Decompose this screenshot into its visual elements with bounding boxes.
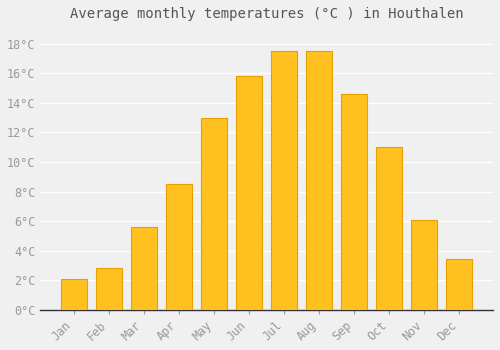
- Title: Average monthly temperatures (°C ) in Houthalen: Average monthly temperatures (°C ) in Ho…: [70, 7, 464, 21]
- Bar: [411, 219, 438, 310]
- Bar: [166, 184, 192, 310]
- Bar: [446, 259, 472, 310]
- Bar: [306, 51, 332, 310]
- Bar: [376, 147, 402, 310]
- Bar: [236, 76, 262, 310]
- Bar: [271, 51, 297, 310]
- Bar: [61, 279, 87, 310]
- Bar: [341, 94, 367, 310]
- Bar: [201, 118, 228, 310]
- Bar: [131, 227, 157, 310]
- Bar: [96, 268, 122, 310]
